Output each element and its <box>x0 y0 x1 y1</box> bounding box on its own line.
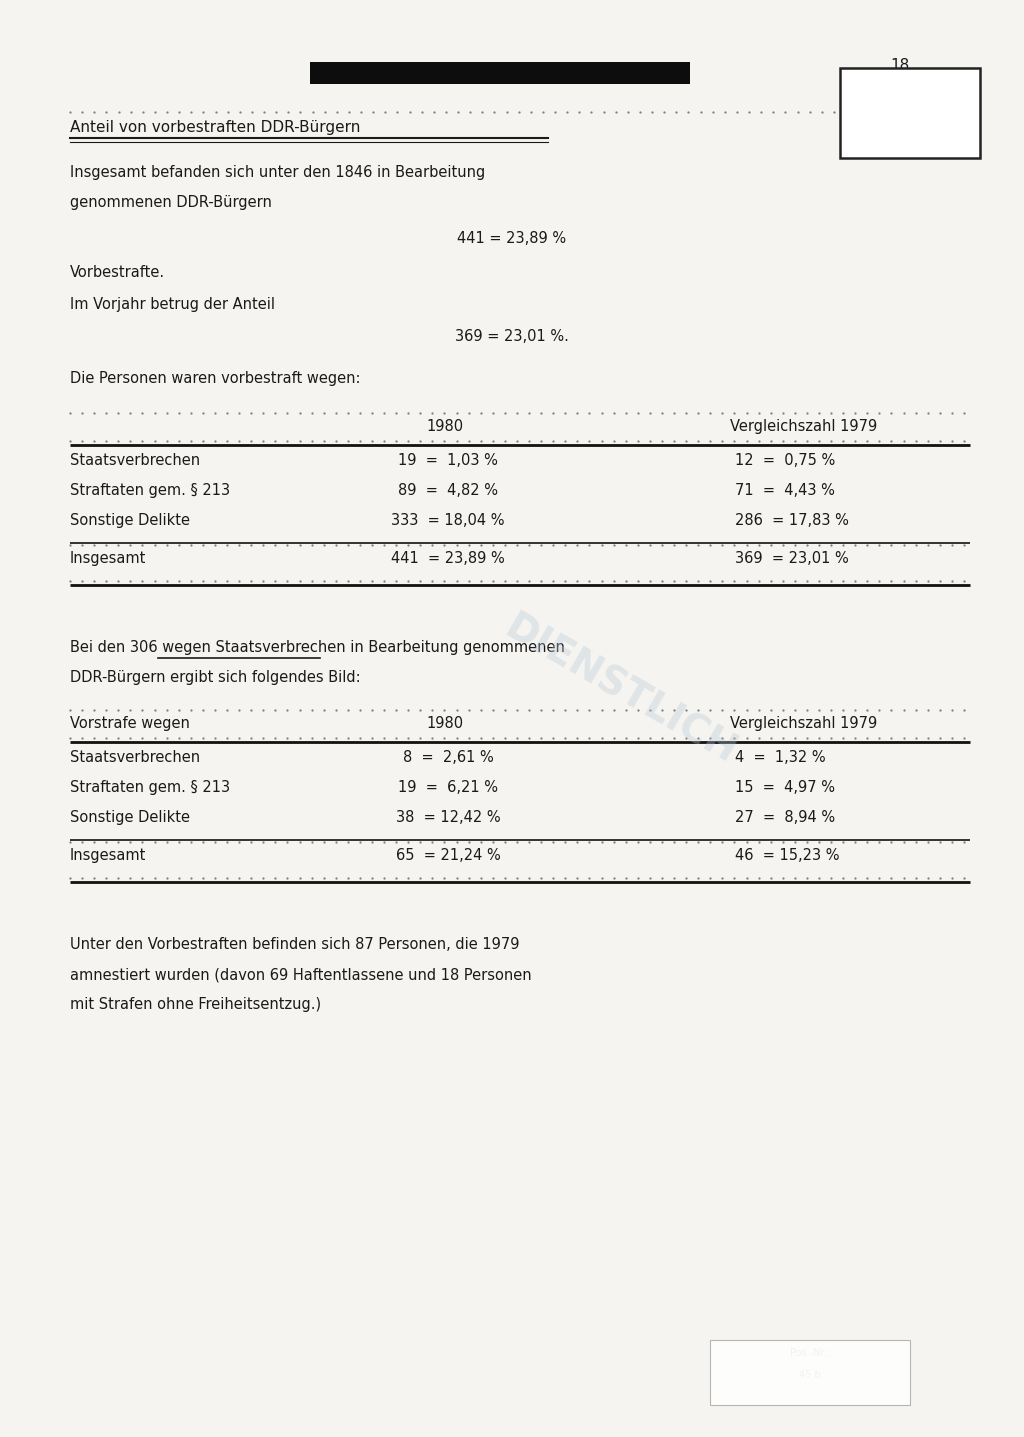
Text: 8  =  2,61 %: 8 = 2,61 % <box>402 750 494 764</box>
Text: Sonstige Delikte: Sonstige Delikte <box>70 810 190 825</box>
Text: 000018: 000018 <box>877 111 944 128</box>
Text: Staatsverbrechen: Staatsverbrechen <box>70 453 200 468</box>
Text: BStU: BStU <box>890 76 930 93</box>
Text: 4  =  1,32 %: 4 = 1,32 % <box>735 750 825 764</box>
Text: 441  = 23,89 %: 441 = 23,89 % <box>391 550 505 566</box>
Text: Insgesamt befanden sich unter den 1846 in Bearbeitung: Insgesamt befanden sich unter den 1846 i… <box>70 165 485 180</box>
Text: Vorstrafe wegen: Vorstrafe wegen <box>70 716 189 731</box>
Text: DIENSTLICH: DIENSTLICH <box>498 608 742 772</box>
Text: 27  =  8,94 %: 27 = 8,94 % <box>735 810 836 825</box>
Text: Straftaten gem. § 213: Straftaten gem. § 213 <box>70 780 230 795</box>
Text: 1980: 1980 <box>426 716 464 731</box>
Text: 12  =  0,75 %: 12 = 0,75 % <box>735 453 836 468</box>
Text: 1980: 1980 <box>426 420 464 434</box>
Text: mit Strafen ohne Freiheitsentzug.): mit Strafen ohne Freiheitsentzug.) <box>70 997 322 1012</box>
Text: 38  = 12,42 %: 38 = 12,42 % <box>395 810 501 825</box>
Text: 18: 18 <box>890 57 909 73</box>
Text: 441 = 23,89 %: 441 = 23,89 % <box>458 231 566 246</box>
Text: Unter den Vorbestraften befinden sich 87 Personen, die 1979: Unter den Vorbestraften befinden sich 87… <box>70 937 519 951</box>
Text: Insgesamt: Insgesamt <box>70 550 146 566</box>
Text: Anteil von vorbestraften DDR-Bürgern: Anteil von vorbestraften DDR-Bürgern <box>70 121 360 135</box>
Text: 286  = 17,83 %: 286 = 17,83 % <box>735 513 849 527</box>
Text: Pos.-Nr.:: Pos.-Nr.: <box>791 1348 829 1358</box>
Text: DDR-Bürgern ergibt sich folgendes Bild:: DDR-Bürgern ergibt sich folgendes Bild: <box>70 670 360 685</box>
Bar <box>840 68 980 158</box>
Text: 333  = 18,04 %: 333 = 18,04 % <box>391 513 505 527</box>
Text: Im Vorjahr betrug der Anteil: Im Vorjahr betrug der Anteil <box>70 297 275 312</box>
Text: amnestiert wurden (davon 69 Haftentlassene und 18 Personen: amnestiert wurden (davon 69 Haftentlasse… <box>70 967 531 981</box>
Text: Vorbestrafte.: Vorbestrafte. <box>70 264 165 280</box>
Text: Straftaten gem. § 213: Straftaten gem. § 213 <box>70 483 230 499</box>
Text: Die Personen waren vorbestraft wegen:: Die Personen waren vorbestraft wegen: <box>70 371 360 387</box>
Text: 19  =  1,03 %: 19 = 1,03 % <box>398 453 498 468</box>
Text: Bei den 306 wegen Staatsverbrechen in Bearbeitung genommenen: Bei den 306 wegen Staatsverbrechen in Be… <box>70 639 565 655</box>
Text: Vergleichszahl 1979: Vergleichszahl 1979 <box>730 716 878 731</box>
Text: 89  =  4,82 %: 89 = 4,82 % <box>398 483 498 499</box>
Text: 19  =  6,21 %: 19 = 6,21 % <box>398 780 498 795</box>
Text: Staatsverbrechen: Staatsverbrechen <box>70 750 200 764</box>
Text: Insgesamt: Insgesamt <box>70 848 146 864</box>
Bar <box>310 62 690 83</box>
Text: Sonstige Delikte: Sonstige Delikte <box>70 513 190 527</box>
Text: genommenen DDR-Bürgern: genommenen DDR-Bürgern <box>70 195 272 210</box>
Text: Vergleichszahl 1979: Vergleichszahl 1979 <box>730 420 878 434</box>
Bar <box>710 1339 910 1405</box>
Text: 369 = 23,01 %.: 369 = 23,01 %. <box>455 329 569 343</box>
Text: 369  = 23,01 %: 369 = 23,01 % <box>735 550 849 566</box>
Text: 65  = 21,24 %: 65 = 21,24 % <box>395 848 501 864</box>
Text: 15  =  4,97 %: 15 = 4,97 % <box>735 780 835 795</box>
Text: 45 b: 45 b <box>799 1369 821 1380</box>
Text: 71  =  4,43 %: 71 = 4,43 % <box>735 483 835 499</box>
Text: 46  = 15,23 %: 46 = 15,23 % <box>735 848 840 864</box>
